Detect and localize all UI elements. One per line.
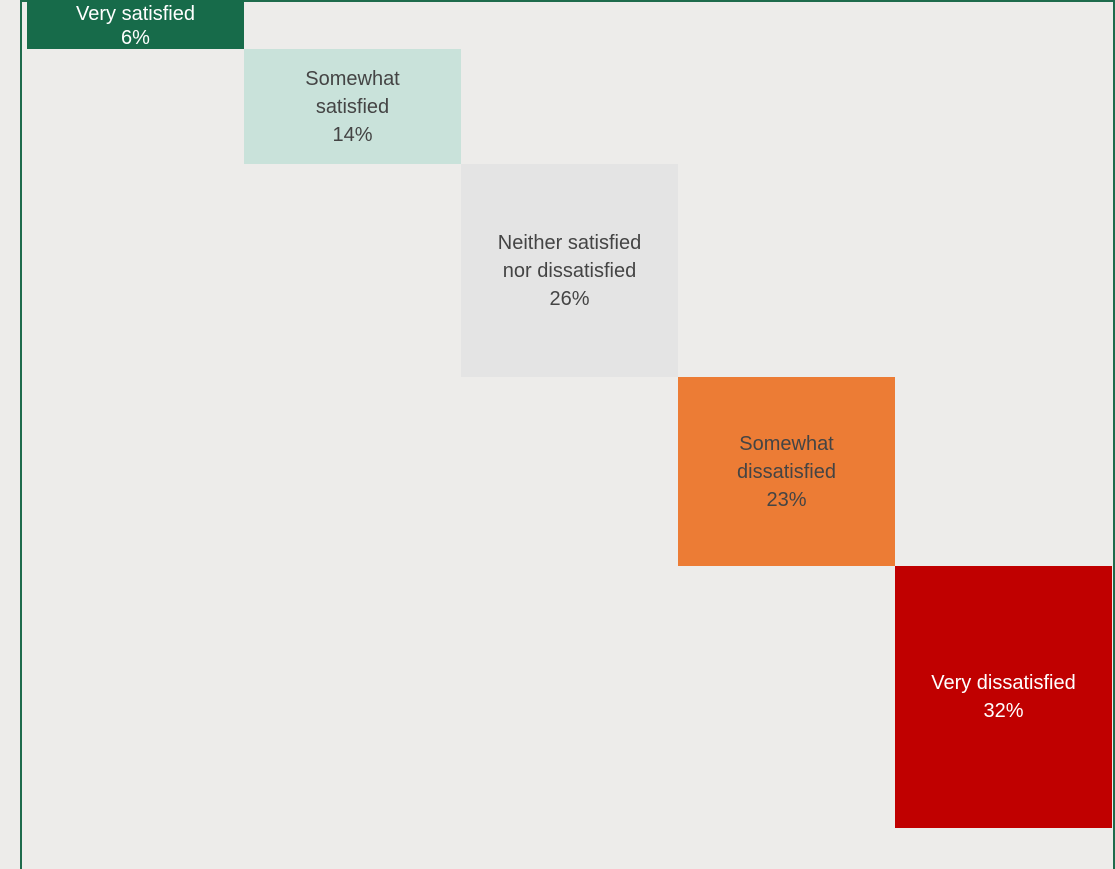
step-block-4: Somewhat dissatisfied 23% (678, 377, 895, 566)
step-block-1: Very satisfied 6% (27, 0, 244, 49)
step-label-3: Neither satisfied nor dissatisfied 26% (497, 231, 642, 310)
step-block-3: Neither satisfied nor dissatisfied 26% (461, 164, 678, 377)
chart-frame: Very satisfied 6% Somewhat satisfied 14% N… (20, 0, 1115, 869)
step-label-4: Somewhat dissatisfied 23% (737, 432, 836, 511)
step-label-5: Very dissatisfied 32% (931, 672, 1076, 722)
step-block-5: Very dissatisfied 32% (895, 566, 1112, 828)
step-block-2: Somewhat satisfied 14% (244, 49, 461, 164)
step-label-2: Somewhat satisfied 14% (305, 67, 400, 146)
step-label-1: Very satisfied 6% (76, 3, 195, 49)
